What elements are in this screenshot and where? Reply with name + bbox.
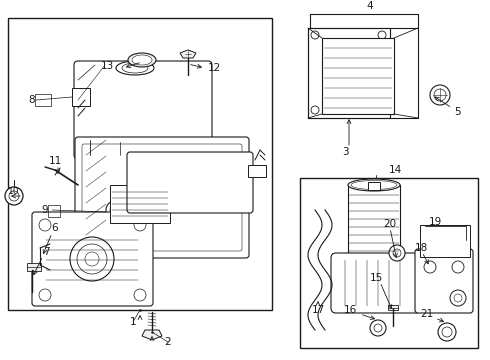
Text: 15: 15 [369,273,383,283]
Text: 10: 10 [8,188,20,197]
Bar [300,178,478,348]
Ellipse shape [348,179,400,191]
Ellipse shape [132,55,152,65]
Circle shape [110,220,120,230]
Bar [248,165,266,177]
Text: 13: 13 [100,61,114,71]
Circle shape [430,85,450,105]
Circle shape [438,323,456,341]
Ellipse shape [332,54,367,90]
Circle shape [424,261,436,273]
Circle shape [454,294,462,302]
Circle shape [106,216,124,234]
Ellipse shape [116,61,154,75]
Text: 2: 2 [165,337,172,347]
Text: 5: 5 [454,107,460,117]
Circle shape [134,219,146,231]
Text: 1: 1 [130,317,136,327]
Text: 9: 9 [41,205,48,215]
FancyBboxPatch shape [331,253,421,313]
Bar [8,18,272,310]
Bar [110,185,170,223]
Circle shape [450,290,466,306]
Bar [420,225,470,257]
Circle shape [39,219,51,231]
Circle shape [374,324,382,332]
Polygon shape [180,50,196,58]
Circle shape [39,289,51,301]
Text: 3: 3 [342,147,348,157]
FancyBboxPatch shape [32,212,153,306]
Text: 21: 21 [420,309,433,319]
Text: 12: 12 [208,63,221,73]
Circle shape [9,191,19,201]
Circle shape [85,252,99,266]
Text: 17: 17 [311,305,325,315]
Text: 19: 19 [428,217,441,227]
Text: 18: 18 [415,243,428,253]
FancyBboxPatch shape [127,152,253,213]
Circle shape [311,31,319,39]
Circle shape [442,327,452,337]
Text: 4: 4 [367,1,373,11]
Circle shape [393,249,401,257]
Text: 8: 8 [28,95,35,105]
Text: 16: 16 [344,305,357,315]
Bar [35,94,51,106]
Circle shape [5,187,23,205]
Ellipse shape [327,50,371,94]
Bar [368,182,380,190]
Text: 11: 11 [49,156,62,166]
Circle shape [389,245,405,261]
Ellipse shape [122,63,148,73]
Text: 20: 20 [384,219,396,229]
Circle shape [110,205,120,215]
Circle shape [134,289,146,301]
Bar [48,205,60,217]
Circle shape [378,106,386,114]
FancyBboxPatch shape [74,61,212,159]
FancyBboxPatch shape [415,249,473,313]
Circle shape [311,106,319,114]
Bar [388,305,398,310]
Bar [72,88,90,106]
Text: 14: 14 [389,165,402,175]
Circle shape [106,201,124,219]
FancyBboxPatch shape [82,144,242,251]
Bar [322,38,394,114]
Ellipse shape [351,180,397,189]
Bar [27,263,41,271]
Text: 7: 7 [43,247,49,257]
Circle shape [77,244,107,274]
FancyBboxPatch shape [75,137,249,258]
Circle shape [434,89,446,101]
Bar [348,185,400,263]
Circle shape [452,261,464,273]
Ellipse shape [128,53,156,67]
Text: 6: 6 [51,223,58,233]
Circle shape [70,237,114,281]
Bar [308,28,390,118]
Polygon shape [142,330,162,340]
Circle shape [370,320,386,336]
Circle shape [378,31,386,39]
